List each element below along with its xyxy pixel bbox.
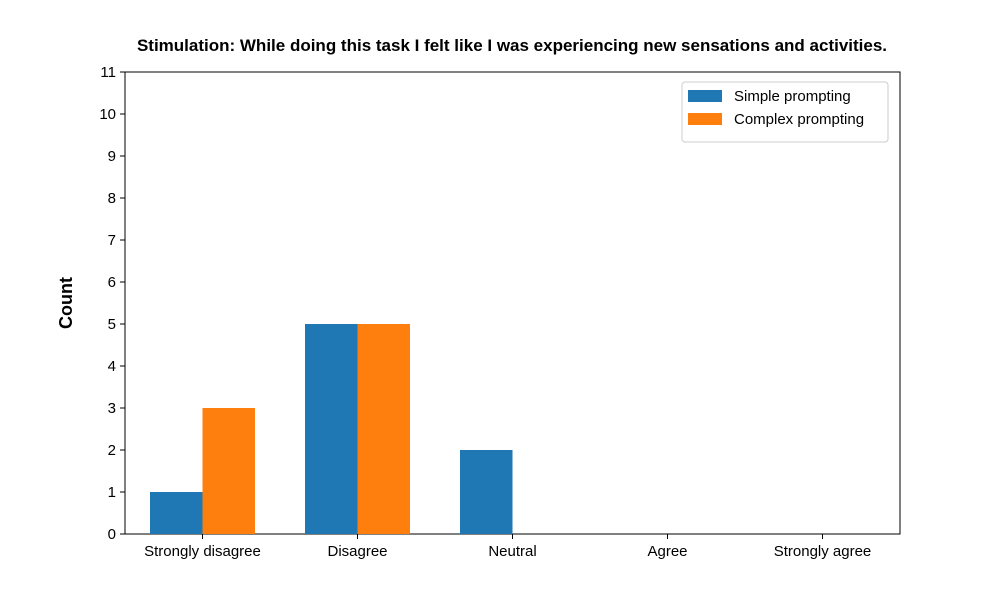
chart-title: Stimulation: While doing this task I fel… [137, 36, 887, 55]
y-tick-label: 8 [108, 190, 116, 207]
y-tick-label: 10 [99, 106, 116, 123]
y-axis-title: Count [56, 277, 76, 329]
y-tick-label: 3 [108, 400, 116, 417]
x-tick-label: Strongly disagree [144, 543, 261, 560]
y-tick-label: 11 [100, 64, 116, 81]
y-tick-label: 1 [108, 484, 116, 501]
legend-swatch [688, 90, 722, 102]
y-tick-label: 4 [108, 358, 116, 375]
y-tick-label: 7 [108, 232, 116, 249]
bar [202, 408, 255, 534]
x-axis: Strongly disagree Disagree Neutral Agree Str… [144, 534, 871, 560]
legend-label: Complex prompting [734, 111, 864, 128]
x-tick-label: Disagree [327, 543, 387, 560]
bar [305, 324, 358, 534]
x-tick-label: Neutral [488, 543, 536, 560]
bar [357, 324, 410, 534]
x-tick-label: Agree [647, 543, 687, 560]
y-tick-label: 9 [108, 148, 116, 165]
y-tick-label: 5 [108, 316, 116, 333]
bar [460, 450, 513, 534]
legend-frame [681, 81, 889, 143]
bars [150, 324, 513, 534]
bar [150, 492, 203, 534]
y-tick-label: 0 [108, 526, 116, 543]
legend: Simple prompting Complex prompting [681, 81, 889, 143]
y-axis: 0 1 2 3 4 5 6 7 8 9 10 11 [99, 64, 125, 543]
y-tick-label: 2 [108, 442, 116, 459]
legend-swatch [688, 113, 722, 125]
x-tick-label: Strongly agree [774, 543, 872, 560]
legend-label: Simple prompting [734, 88, 851, 105]
y-tick-label: 6 [108, 274, 116, 291]
